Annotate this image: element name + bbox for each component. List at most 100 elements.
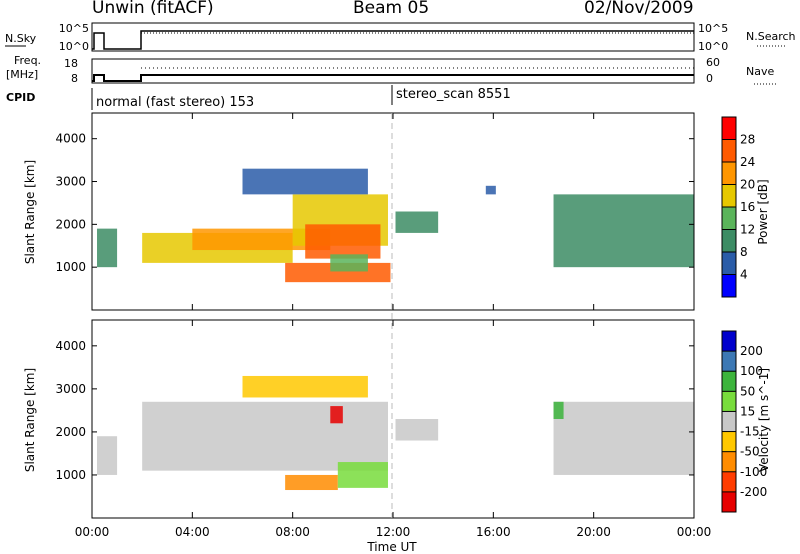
- velocity-colorbar-tick-label: -50: [740, 445, 760, 459]
- power-colorbar-swatch: [722, 207, 736, 230]
- freq-trace: [92, 74, 694, 82]
- nave-label: Nave: [746, 65, 774, 78]
- velocity-echo-region: [330, 406, 343, 424]
- freq-label: Freq.: [14, 54, 41, 67]
- nsky-tick-high: 10^5: [59, 22, 89, 35]
- nsky-panel: [91, 22, 695, 52]
- velocity-ytick-label: 3000: [55, 382, 86, 396]
- time-tick-label: 08:00: [275, 525, 310, 539]
- nsky-tick-low: 10^0: [59, 40, 89, 53]
- power-ytick-label: 2000: [55, 217, 86, 231]
- velocity-colorbar-swatch: [722, 471, 736, 493]
- velocity-colorbar-frame: [721, 330, 737, 513]
- power-colorbar-tick-label: 24: [740, 155, 755, 169]
- nave-tick-low: 0: [706, 72, 713, 85]
- power-colorbar-swatch: [722, 252, 736, 275]
- velocity-colorbar-tick-label: -15: [740, 425, 760, 439]
- power-colorbar-swatch: [722, 184, 736, 208]
- power-y-axis: 1000 2000 3000 4000: [55, 132, 694, 274]
- power-colorbar: 4 8 12 16 20 24 28: [721, 116, 755, 298]
- velocity-ytick-label: 2000: [55, 425, 86, 439]
- nsearch-tick-high: 10^5: [698, 22, 728, 35]
- power-colorbar-swatch: [722, 117, 736, 140]
- time-axis-label: Time UT: [366, 540, 417, 554]
- velocity-echo-region: [553, 401, 564, 419]
- velocity-echo-region: [395, 419, 439, 441]
- nsearch-label: N.Search: [746, 30, 796, 43]
- velocity-colorbar: 200 100 50 15 -15 -50 -100 -200: [721, 330, 767, 513]
- velocity-colorbar-swatch: [722, 351, 736, 372]
- velocity-echo-region: [97, 436, 118, 475]
- power-ytick-label: 3000: [55, 175, 86, 189]
- nsky-trace: [92, 30, 694, 50]
- velocity-colorbar-swatch: [722, 431, 736, 453]
- velocity-colorbar-swatch: [722, 411, 736, 433]
- cpid-text-1: normal (fast stereo) 153: [96, 95, 254, 110]
- velocity-colorbar-label: Velocity [m s^-1]: [757, 368, 771, 472]
- velocity-ylabel: Slant Range [km]: [23, 368, 37, 472]
- velocity-echo-region: [553, 401, 694, 475]
- time-tick-label: 16:00: [476, 525, 511, 539]
- power-colorbar-tick-label: 8: [740, 245, 748, 259]
- velocity-colorbar-swatch: [722, 491, 736, 513]
- power-colorbar-swatch: [722, 139, 736, 163]
- time-axis: 00:00 04:00 08:00 12:00 16:00 20:00 00:00: [75, 113, 712, 539]
- power-echo-region: [395, 211, 439, 233]
- velocity-colorbar-tick-label: 100: [740, 364, 763, 378]
- power-echo-region: [330, 254, 368, 272]
- site-title: Unwin (fitACF): [92, 0, 214, 18]
- velocity-colorbar-tick-label: 200: [740, 344, 763, 358]
- freq-tick-low: 8: [71, 72, 78, 85]
- power-echo-region: [242, 168, 368, 195]
- velocity-colorbar-tick-label: 15: [740, 404, 755, 418]
- freq-panel: [91, 58, 695, 84]
- power-colorbar-tick-label: 16: [740, 200, 755, 214]
- velocity-colorbar-tick-label: 50: [740, 384, 755, 398]
- cpid-text-2: stereo_scan 8551: [396, 87, 511, 102]
- power-echo-region: [553, 194, 694, 268]
- nsky-label: N.Sky: [5, 32, 37, 45]
- freq-unit: [MHz]: [6, 68, 38, 81]
- power-echo-region: [305, 224, 381, 259]
- velocity-echo-region: [142, 401, 388, 471]
- time-tick-label: 00:00: [75, 525, 110, 539]
- velocity-colorbar-swatch: [722, 331, 736, 352]
- velocity-colorbar-swatch: [722, 451, 736, 473]
- power-ylabel: Slant Range [km]: [23, 160, 37, 264]
- power-colorbar-swatch: [722, 162, 736, 185]
- nave-tick-high: 60: [706, 56, 720, 69]
- velocity-echo-region: [285, 474, 338, 491]
- velocity-ytick-label: 1000: [55, 468, 86, 482]
- freq-tick-high: 18: [64, 57, 78, 70]
- power-colorbar-label: Power [dB]: [756, 179, 770, 244]
- velocity-colorbar-swatch: [722, 391, 736, 412]
- nsearch-tick-low: 10^0: [698, 40, 728, 53]
- velocity-colorbar-swatch: [722, 371, 736, 392]
- velocity-echo-region: [242, 375, 368, 398]
- power-colorbar-tick-label: 20: [740, 178, 755, 192]
- velocity-y-axis: 1000 2000 3000 4000: [55, 339, 694, 482]
- time-tick-label: 04:00: [175, 525, 210, 539]
- velocity-colorbar-tick-label: -100: [740, 465, 767, 479]
- power-ytick-label: 4000: [55, 132, 86, 146]
- power-colorbar-tick-label: 12: [740, 223, 755, 237]
- time-tick-label: 12:00: [376, 525, 411, 539]
- power-colorbar-swatch: [722, 274, 736, 298]
- velocity-colorbar-tick-label: -200: [740, 485, 767, 499]
- power-echo-region: [97, 228, 118, 268]
- time-tick-label: 20:00: [576, 525, 611, 539]
- power-colorbar-swatch: [722, 229, 736, 253]
- date-title: 02/Nov/2009: [584, 0, 694, 18]
- power-echo-region: [485, 185, 496, 195]
- power-colorbar-tick-label: 4: [740, 268, 748, 282]
- cpid-label: CPID: [6, 91, 35, 104]
- power-heatmap-area: [97, 168, 694, 283]
- power-ytick-label: 1000: [55, 260, 86, 274]
- velocity-echo-region: [337, 462, 388, 488]
- velocity-ytick-label: 4000: [55, 339, 86, 353]
- time-tick-label: 00:00: [677, 525, 712, 539]
- beam-title: Beam 05: [353, 0, 430, 18]
- velocity-heatmap-area: [97, 375, 694, 491]
- power-colorbar-tick-label: 28: [740, 133, 755, 147]
